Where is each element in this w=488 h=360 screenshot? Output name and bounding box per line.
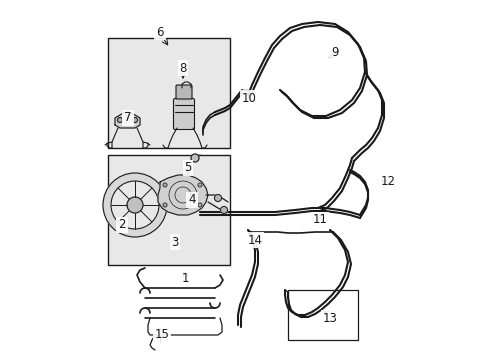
Circle shape xyxy=(117,117,122,122)
Text: 9: 9 xyxy=(330,45,338,58)
Bar xyxy=(108,38,229,148)
FancyBboxPatch shape xyxy=(173,99,194,130)
Circle shape xyxy=(198,203,202,207)
Text: 5: 5 xyxy=(184,162,191,175)
Circle shape xyxy=(103,173,167,237)
Text: 7: 7 xyxy=(124,112,131,125)
Text: 6: 6 xyxy=(156,26,163,39)
Text: 2: 2 xyxy=(118,219,125,231)
Text: 11: 11 xyxy=(312,213,327,226)
Polygon shape xyxy=(115,112,140,128)
FancyBboxPatch shape xyxy=(176,85,192,99)
Circle shape xyxy=(127,197,142,213)
Circle shape xyxy=(132,117,137,122)
Circle shape xyxy=(220,207,227,213)
Text: 3: 3 xyxy=(171,235,178,248)
Circle shape xyxy=(163,183,167,187)
Text: 14: 14 xyxy=(247,234,262,247)
Bar xyxy=(287,290,357,340)
Text: 12: 12 xyxy=(380,175,395,189)
Text: 1: 1 xyxy=(181,271,188,284)
Text: 8: 8 xyxy=(179,62,186,75)
Text: 13: 13 xyxy=(322,311,337,324)
Bar xyxy=(108,155,229,265)
Polygon shape xyxy=(158,175,207,215)
Circle shape xyxy=(111,181,159,229)
Text: 15: 15 xyxy=(154,328,169,342)
Circle shape xyxy=(191,154,199,162)
Text: 4: 4 xyxy=(188,193,195,207)
Circle shape xyxy=(163,203,167,207)
Text: 10: 10 xyxy=(241,91,256,104)
Circle shape xyxy=(198,183,202,187)
Circle shape xyxy=(214,194,221,202)
